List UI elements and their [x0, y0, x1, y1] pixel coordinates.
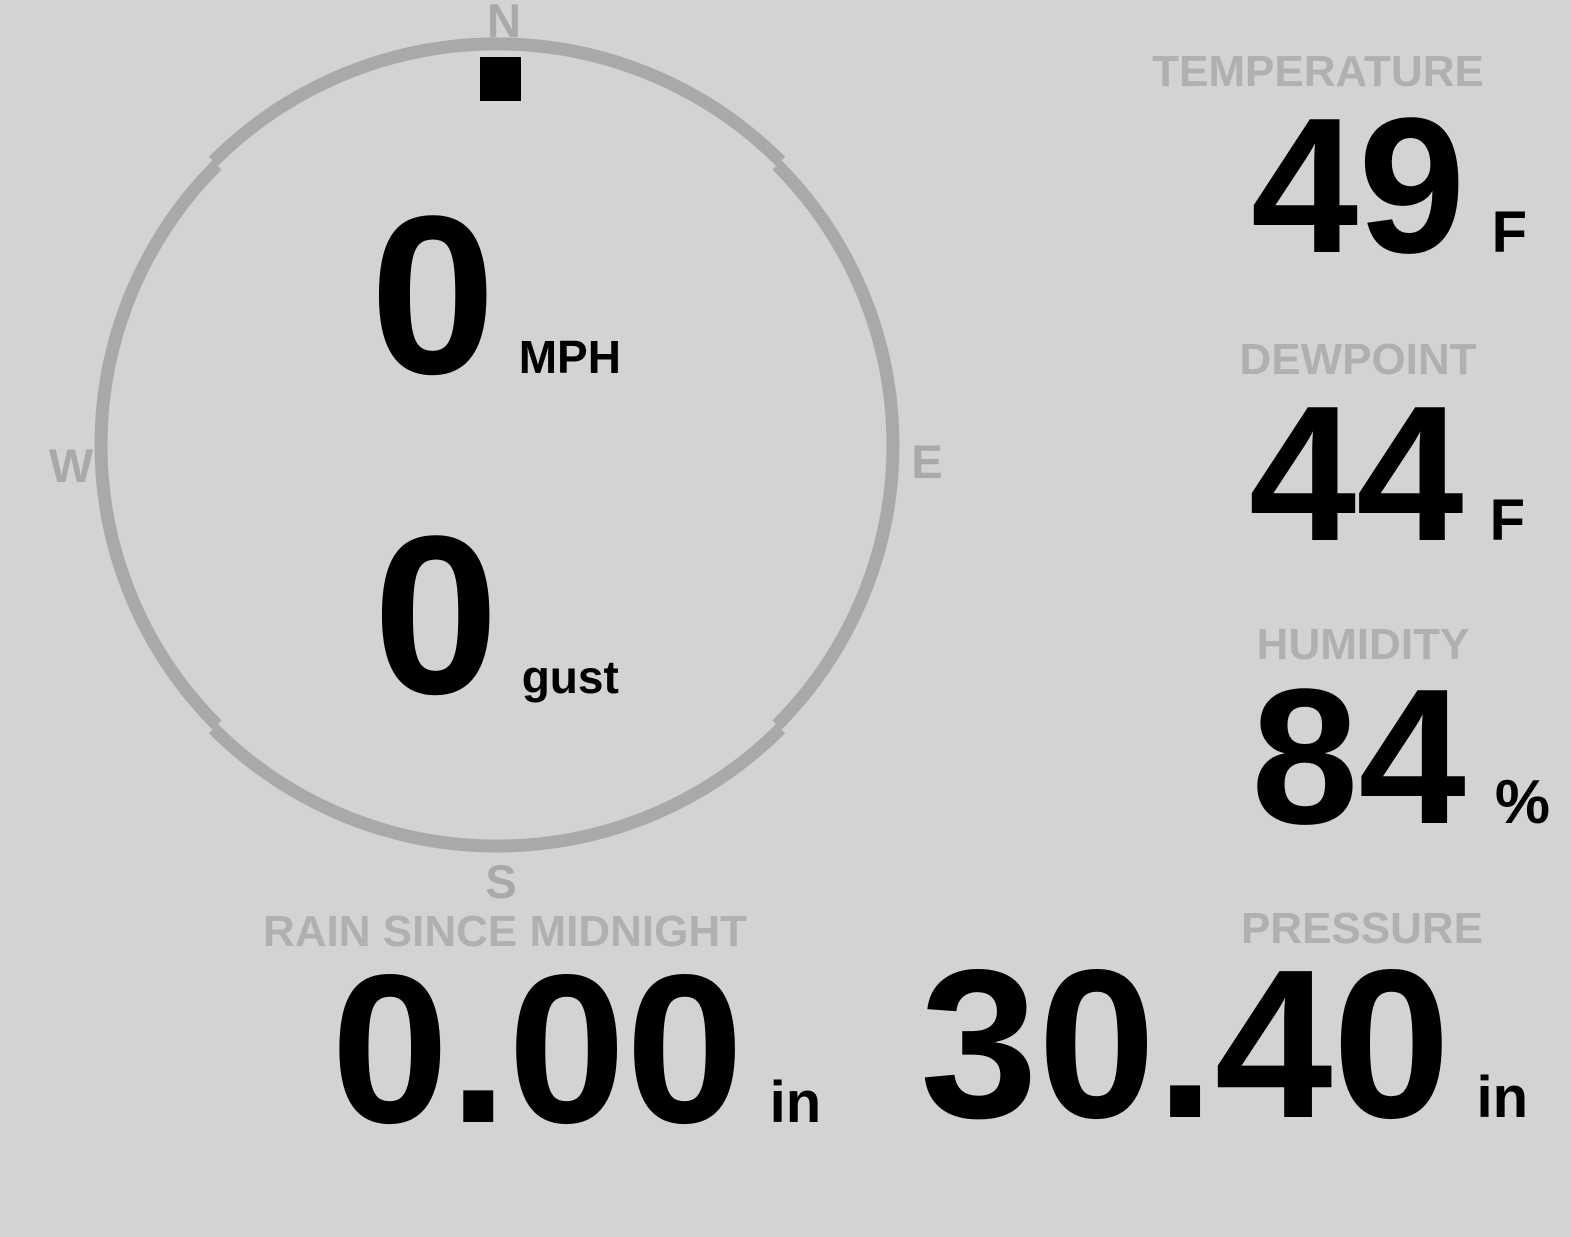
- wind-gust-unit: gust: [521, 651, 619, 703]
- wind-speed-value: 0: [370, 168, 496, 421]
- temperature-label: TEMPERATURE: [1152, 47, 1484, 96]
- wind-speed-unit: MPH: [518, 331, 621, 383]
- humidity-value: 84: [1251, 648, 1466, 864]
- compass-south-label: S: [485, 855, 517, 908]
- rain-label: RAIN SINCE MIDNIGHT: [263, 907, 747, 956]
- compass-east-label: E: [911, 435, 943, 488]
- dewpoint-value: 44: [1248, 365, 1464, 581]
- dewpoint-readout: 44 F: [1249, 377, 1525, 570]
- wind-direction-marker-icon: [480, 57, 521, 101]
- pressure-unit: in: [1476, 1065, 1528, 1130]
- dewpoint-label: DEWPOINT: [1239, 335, 1477, 384]
- humidity-readout: 84 %: [1251, 660, 1550, 853]
- rain-readout: 0.00 in: [331, 943, 821, 1155]
- wind-compass-ring: [94, 37, 900, 853]
- pressure-readout: 30.40 in: [920, 938, 1528, 1150]
- pressure-value: 30.40: [919, 925, 1451, 1162]
- humidity-unit: %: [1494, 768, 1550, 837]
- pressure-label: PRESSURE: [1240, 904, 1484, 953]
- dewpoint-unit: F: [1489, 488, 1525, 553]
- temperature-value: 49: [1250, 77, 1466, 293]
- wind-speed: 0 MPH: [370, 182, 621, 408]
- temperature-unit: F: [1491, 200, 1527, 265]
- wind-gust-value: 0: [373, 488, 499, 741]
- rain-unit: in: [769, 1070, 822, 1135]
- compass-west-label: W: [48, 439, 94, 492]
- rain-value: 0.00: [331, 930, 744, 1167]
- temperature-readout: 49 F: [1251, 89, 1527, 282]
- compass-north-label: N: [487, 0, 521, 47]
- humidity-label: HUMIDITY: [1256, 620, 1470, 669]
- wind-gust: 0 gust: [373, 502, 619, 728]
